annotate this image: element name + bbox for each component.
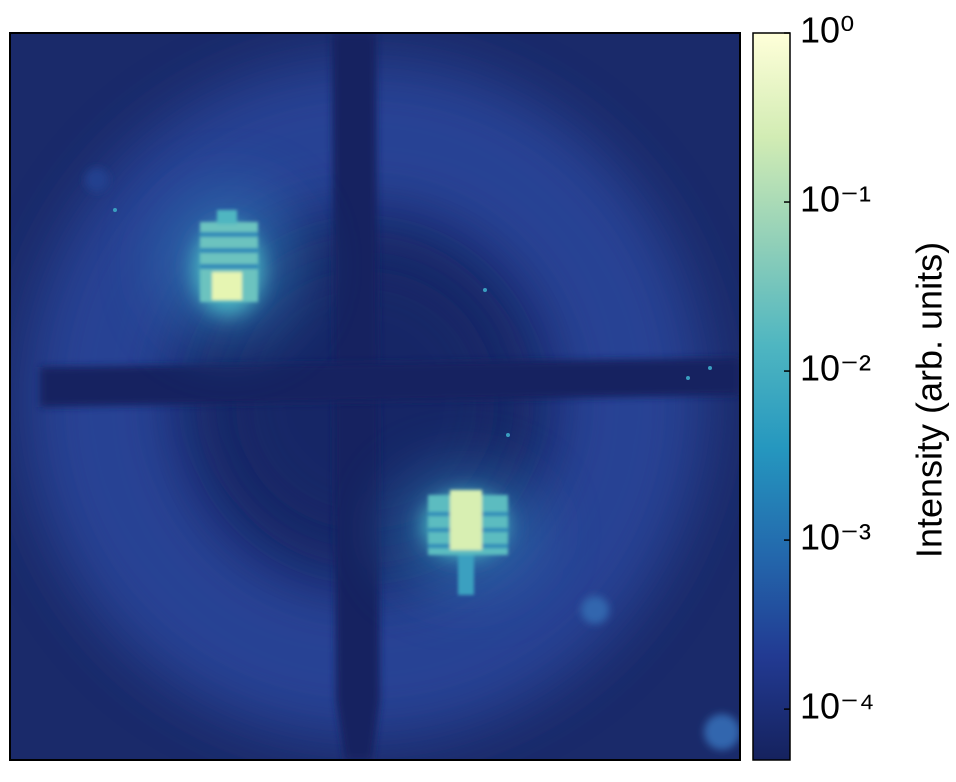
heatmap-image [10, 33, 740, 760]
colorbar-tick-label: 10⁻⁴ [800, 686, 875, 727]
colorbar-tick-label: 10⁰ [800, 10, 854, 51]
colorbar: 10⁻⁴ 10⁻³ 10⁻² 10⁻¹ 10⁰ [752, 10, 875, 761]
colorbar-label: Intensity (arb. units) [909, 242, 950, 558]
colorbar-gradient [752, 32, 791, 761]
colorbar-tick-label: 10⁻³ [800, 517, 871, 558]
colorbar-tick-label: 10⁻² [800, 348, 871, 389]
panel-frame [9, 32, 741, 761]
colorbar-tick-label: 10⁻¹ [800, 179, 871, 220]
